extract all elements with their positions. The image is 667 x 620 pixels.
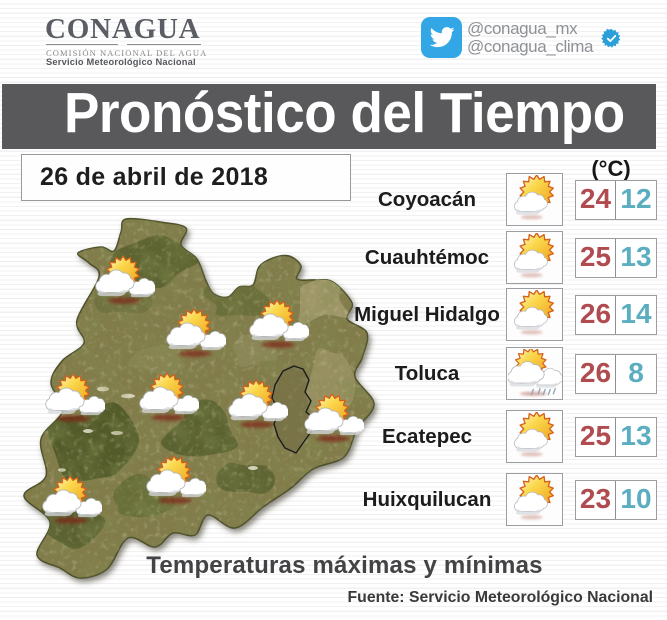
min-temp: 13 — [620, 241, 652, 272]
logo-rule-left — [46, 43, 118, 46]
sun-cloud-rain-icon — [508, 349, 562, 398]
forecast-row: Coyoacán 24 12 — [0, 172, 667, 228]
forecast-row: Miguel Hidalgo 26 14 — [0, 287, 667, 343]
logo-rule-right — [127, 43, 201, 46]
twitter-handle-primary[interactable]: @conagua_mx — [467, 19, 578, 38]
forecast-row: Huixquilucan 23 10 — [0, 472, 667, 528]
min-temp: 10 — [620, 483, 652, 514]
sun-cloud-icon — [508, 290, 562, 339]
sun-cloud-icon — [508, 412, 562, 461]
sun-cloud-icon — [508, 475, 562, 524]
max-temp: 23 — [576, 481, 616, 519]
logo-title: CONAGUA — [45, 13, 201, 45]
min-temp: 12 — [620, 183, 652, 214]
state-of-mexico-map — [23, 217, 375, 579]
min-temp: 14 — [620, 298, 652, 329]
footer-subtitle: Temperaturas máximas y mínimas — [146, 552, 543, 579]
forecast-row: Toluca 26 8 — [0, 346, 667, 402]
min-temp: 8 — [628, 357, 644, 388]
title-banner: Pronóstico del Tiempo — [2, 81, 656, 149]
sun-cloud-icon — [508, 233, 562, 282]
temperature-box: 24 12 — [575, 180, 657, 220]
page-title: Pronóstico del Tiempo — [63, 81, 625, 145]
weather-icon-box — [506, 288, 563, 341]
weather-icon-box — [506, 231, 563, 284]
logo-subtitle: COMISIÓN NACIONAL DEL AGUA — [46, 47, 208, 58]
twitter-handles: @conagua_mx @conagua_clima — [467, 20, 593, 55]
city-label: Coyoacán — [378, 188, 476, 211]
forecast-row: Ecatepec 25 13 — [0, 409, 667, 465]
city-label: Toluca — [394, 362, 460, 385]
max-temp: 24 — [576, 181, 616, 219]
twitter-icon[interactable] — [421, 17, 462, 58]
temperature-box: 26 8 — [575, 354, 657, 394]
max-temp: 26 — [576, 355, 616, 393]
temperature-box: 26 14 — [575, 295, 657, 335]
logo-department: Servicio Meteorológico Nacional — [46, 57, 196, 67]
forecast-row: Cuauhtémoc 25 13 — [0, 230, 667, 286]
city-label: Huixquilucan — [362, 488, 492, 511]
temperature-box: 25 13 — [575, 238, 657, 278]
weather-icon-box — [506, 473, 563, 526]
units-label: (°C) — [591, 156, 631, 181]
verified-badge-icon — [601, 28, 621, 48]
source-label: Fuente: Servicio Meteorológico Nacional — [347, 589, 653, 606]
city-label: Ecatepec — [381, 425, 473, 448]
max-temp: 26 — [576, 296, 616, 334]
max-temp: 25 — [576, 418, 616, 456]
weather-icon-box — [506, 410, 563, 463]
temperature-box: 25 13 — [575, 417, 657, 457]
weather-icon-box — [506, 347, 563, 400]
twitter-bird-icon — [429, 27, 455, 48]
temperature-box: 23 10 — [575, 480, 657, 520]
city-label: Miguel Hidalgo — [354, 303, 500, 326]
twitter-handle-secondary[interactable]: @conagua_clima — [467, 36, 594, 56]
max-temp: 25 — [576, 239, 616, 277]
city-label: Cuauhtémoc — [364, 246, 490, 269]
date-box: 26 de abril de 2018 — [21, 154, 351, 201]
weather-icon-box — [506, 173, 563, 226]
sun-cloud-icon — [508, 175, 562, 224]
date-label: 26 de abril de 2018 — [40, 163, 269, 191]
min-temp: 13 — [620, 420, 652, 451]
